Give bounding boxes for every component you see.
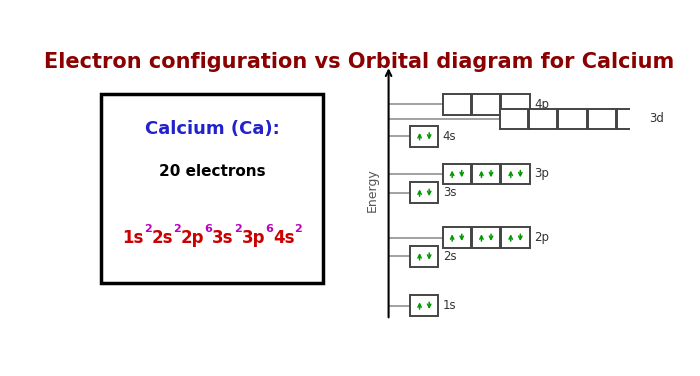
Bar [410, 246, 438, 267]
Text: 3d: 3d [650, 112, 664, 126]
Bar [588, 109, 616, 129]
Text: 2s: 2s [152, 229, 173, 247]
Text: Electron configuration vs Orbital diagram for Calcium: Electron configuration vs Orbital diagra… [43, 52, 674, 72]
Text: Calcium (Ca):: Calcium (Ca): [145, 120, 279, 138]
Text: 1s: 1s [443, 299, 456, 312]
Text: 6: 6 [265, 224, 273, 235]
Text: 3p: 3p [241, 229, 265, 247]
Text: 2p: 2p [534, 231, 549, 244]
Text: 2p: 2p [181, 229, 204, 247]
Bar [529, 109, 557, 129]
Text: 6: 6 [204, 224, 212, 235]
Bar [617, 109, 645, 129]
Text: 1s: 1s [122, 229, 144, 247]
Bar [410, 295, 438, 316]
Bar [443, 227, 471, 248]
Bar [410, 126, 438, 147]
Bar [501, 227, 530, 248]
Bar [500, 109, 528, 129]
Bar [101, 94, 323, 282]
Text: 4p: 4p [534, 98, 549, 111]
Bar [472, 227, 500, 248]
Bar [443, 164, 471, 184]
Text: 4s: 4s [273, 229, 294, 247]
Text: 2s: 2s [443, 250, 456, 263]
Text: 2: 2 [144, 224, 152, 235]
Bar [501, 94, 530, 115]
Text: 3s: 3s [443, 186, 456, 199]
Bar [472, 164, 500, 184]
Bar [443, 94, 471, 115]
Text: 2: 2 [173, 224, 181, 235]
Bar [501, 164, 530, 184]
Bar [410, 182, 438, 203]
Text: Energy: Energy [366, 168, 379, 212]
Text: 2: 2 [294, 224, 302, 235]
Text: 2: 2 [234, 224, 241, 235]
Bar [472, 94, 500, 115]
Text: 4s: 4s [443, 130, 456, 143]
Text: 20 electrons: 20 electrons [159, 164, 265, 179]
Text: 3s: 3s [212, 229, 234, 247]
Text: 3p: 3p [534, 167, 549, 180]
Bar [559, 109, 587, 129]
